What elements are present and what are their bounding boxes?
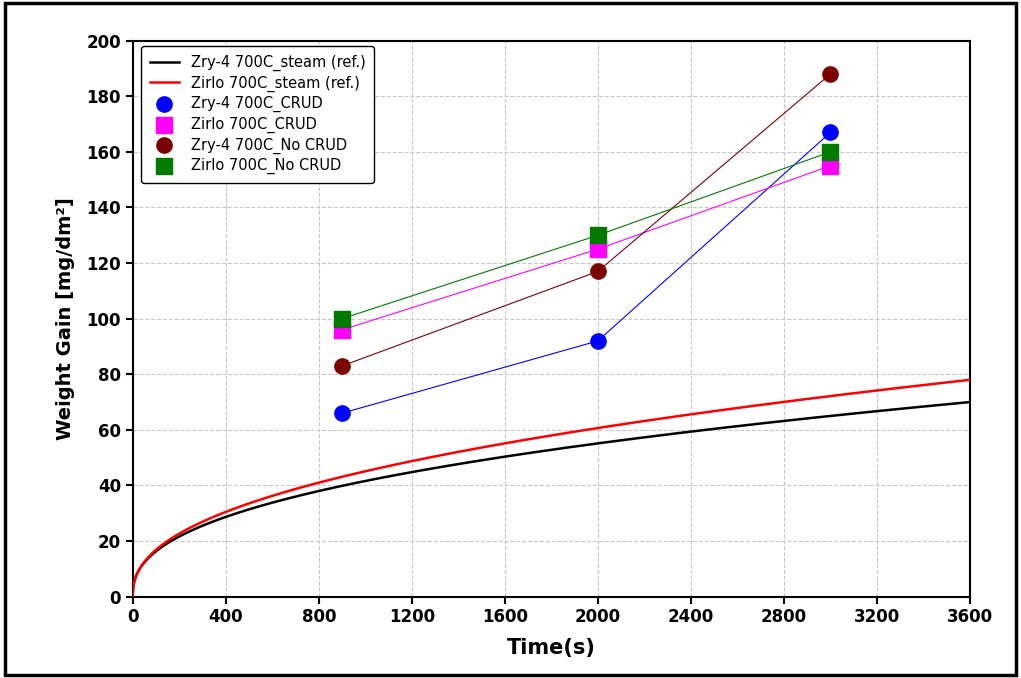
Zirlo 700C_steam (ref.) <box>964 376 976 384</box>
Zry-4 700C_steam (ref.) <box>964 398 976 406</box>
Zirlo 700C_steam (ref.) <box>904 382 916 391</box>
Zry-4 700C_steam (ref.) <box>290 492 302 500</box>
Zirlo 700C_steam (ref.) <box>881 385 893 393</box>
Zry-4 700C_steam (ref.) <box>881 406 893 414</box>
Zry-4 700C_No CRUD <box>822 68 838 79</box>
Zirlo 700C_steam (ref.) <box>706 407 718 416</box>
Zry-4 700C_steam (ref.) <box>909 403 921 412</box>
Zry-4 700C_CRUD <box>590 336 606 346</box>
Y-axis label: Weight Gain [mg/dm²]: Weight Gain [mg/dm²] <box>56 197 76 440</box>
Zry-4 700C_steam (ref.) <box>531 447 543 456</box>
Zirlo 700C_No CRUD <box>590 230 606 241</box>
Legend: Zry-4 700C_steam (ref.), Zirlo 700C_steam (ref.), Zry-4 700C_CRUD, Zirlo 700C_CR: Zry-4 700C_steam (ref.), Zirlo 700C_stea… <box>141 46 374 183</box>
Zry-4 700C_steam (ref.) <box>127 593 139 601</box>
Zirlo 700C_CRUD <box>822 161 838 172</box>
Zirlo 700C_steam (ref.) <box>290 485 302 493</box>
Zry-4 700C_No CRUD <box>590 266 606 277</box>
Zry-4 700C_CRUD <box>334 407 350 418</box>
Zirlo 700C_steam (ref.) <box>127 593 139 601</box>
Zry-4 700C_steam (ref.) <box>706 425 718 433</box>
Line: Zry-4 700C_steam (ref.): Zry-4 700C_steam (ref.) <box>133 402 970 597</box>
Zirlo 700C_steam (ref.) <box>909 382 921 390</box>
Zirlo 700C_No CRUD <box>822 146 838 157</box>
Line: Zirlo 700C_steam (ref.): Zirlo 700C_steam (ref.) <box>133 380 970 597</box>
Zry-4 700C_No CRUD <box>334 361 350 372</box>
Zry-4 700C_steam (ref.) <box>904 404 916 412</box>
Zirlo 700C_No CRUD <box>334 313 350 324</box>
X-axis label: Time(s): Time(s) <box>506 637 596 658</box>
Zirlo 700C_CRUD <box>590 244 606 255</box>
Zry-4 700C_CRUD <box>822 127 838 138</box>
Zirlo 700C_steam (ref.) <box>531 434 543 442</box>
Zirlo 700C_CRUD <box>334 324 350 335</box>
